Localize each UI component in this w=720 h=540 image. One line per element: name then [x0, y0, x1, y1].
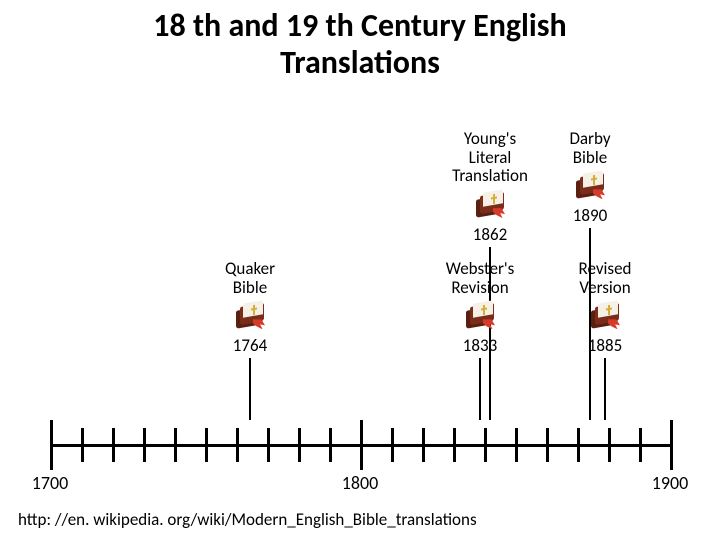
connector-revised: [604, 358, 606, 420]
tick-1760: [236, 428, 239, 462]
entry-label: DarbyBible: [530, 130, 650, 167]
entry-label: Webster'sRevision: [420, 260, 540, 297]
tick-1860: [546, 428, 549, 462]
tick-1740: [174, 428, 177, 462]
axis-label-1900: 1900: [652, 472, 689, 494]
page-title: 18 th and 19 th Century EnglishTranslati…: [0, 0, 720, 82]
tick-1870: [577, 428, 580, 462]
bible-icon: [459, 299, 501, 333]
entry-year: 1764: [190, 335, 310, 356]
bible-icon: [569, 169, 611, 203]
tick-1720: [112, 428, 115, 462]
tick-1770: [267, 428, 270, 462]
timeline-stage: 170018001900 Young'sLiteralTranslation18…: [50, 120, 670, 480]
connector-quaker: [249, 358, 251, 420]
entry-darby: DarbyBible 1890: [530, 130, 650, 226]
tick-1710: [81, 428, 84, 462]
tick-1800: [360, 420, 363, 470]
axis-label-1800: 1800: [342, 472, 379, 494]
bible-icon: [229, 299, 271, 333]
tick-1780: [298, 428, 301, 462]
tick-1750: [205, 428, 208, 462]
source-url: http: //en. wikipedia. org/wiki/Modern_E…: [18, 509, 477, 530]
entry-label: QuakerBible: [190, 260, 310, 297]
entry-quaker: QuakerBible 1764: [190, 260, 310, 356]
tick-1830: [453, 428, 456, 462]
tick-1900: [670, 420, 673, 470]
tick-1890: [639, 428, 642, 462]
tick-1840: [484, 428, 487, 462]
connector-webster: [479, 358, 481, 420]
entry-year: 1862: [430, 224, 550, 245]
bible-icon: [584, 299, 626, 333]
entry-label: RevisedVersion: [545, 260, 665, 297]
bible-icon: [469, 188, 511, 222]
tick-1880: [608, 428, 611, 462]
entry-year: 1890: [530, 205, 650, 226]
entry-webster: Webster'sRevision 1833: [420, 260, 540, 356]
tick-1820: [422, 428, 425, 462]
entry-revised: RevisedVersion 1885: [545, 260, 665, 356]
tick-1730: [143, 428, 146, 462]
tick-1810: [391, 428, 394, 462]
timeline-axis: 170018001900: [50, 420, 670, 470]
tick-1700: [50, 420, 53, 470]
tick-1790: [329, 428, 332, 462]
entry-year: 1885: [545, 335, 665, 356]
tick-1850: [515, 428, 518, 462]
axis-label-1700: 1700: [32, 472, 69, 494]
entry-year: 1833: [420, 335, 540, 356]
